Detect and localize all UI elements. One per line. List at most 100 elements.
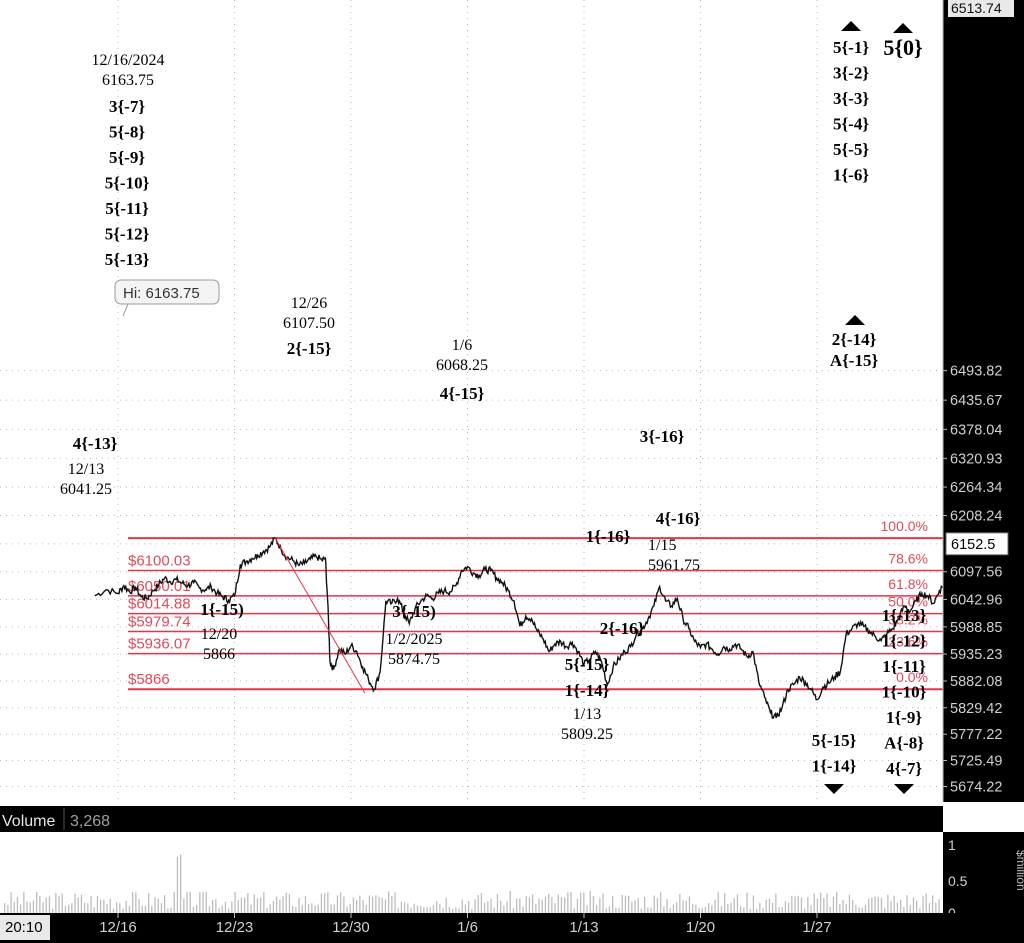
volume-bar [39,896,41,913]
volume-bar [800,897,803,913]
volume-bar [935,902,937,913]
volume-bar [711,905,713,913]
price-axis[interactable]: 6513.74 5674.22 5725.49 5777.22 5829.42 5882.… [942,0,1024,802]
volume-bar [637,898,639,913]
fib-price-label: $6014.88 [128,596,191,613]
volume-bar [189,891,191,913]
volume-bar [621,894,623,913]
wave-label: 3{-2} [833,64,869,83]
trend-line[interactable] [274,537,366,694]
date-price-label: 6107.50 [283,315,335,332]
volume-bar [445,897,447,913]
fib-price-label: $6100.03 [128,552,191,569]
volume-bar [932,895,934,913]
volume-bar [864,904,867,913]
volume-bar [839,904,841,913]
grid-lines [0,0,943,800]
volume-bar [80,894,83,913]
volume-bar [423,907,425,913]
price-series-line [94,537,1024,719]
volume-bar [151,905,153,913]
volume-bar [532,894,534,913]
volume-bar [311,903,313,913]
date-price-label: 5866 [203,646,235,663]
volume-bar [455,907,457,913]
volume-bar [308,904,310,913]
volume-bar [880,897,883,913]
volume-bar [429,907,431,913]
volume-bar [474,899,476,913]
volume-bar [416,905,419,913]
volume-bar [295,907,297,913]
volume-bar [928,902,931,913]
volume-bar [359,895,361,913]
volume-bar [279,899,281,913]
volume-bar [580,892,582,913]
volume-bar [266,907,268,913]
volume-bar [263,891,265,913]
volume-label: Volume [2,813,55,830]
volume-bar [836,891,838,913]
volume-bar [183,898,185,913]
up-triangle-icon [841,21,861,31]
volume-bar [84,902,86,913]
fib-price-label: $5866 [128,671,170,688]
volume-header-bar [0,806,943,832]
volume-bar [740,906,742,913]
volume-bar [276,896,278,913]
volume-bar [884,907,886,913]
date-label: 1/15 [648,537,676,554]
volume-bar [484,902,486,913]
volume-bar [250,904,252,913]
volume-bar [813,893,815,913]
volume-bar [858,907,860,913]
price-tick-label: 5674.22 [950,780,1002,796]
wave-label: 5{-9} [109,148,145,167]
volume-bar [141,905,143,913]
volume-bar [349,903,351,913]
volume-bar [688,896,691,913]
volume-bar [612,895,614,913]
volume-bar [42,902,44,913]
volume-bar [199,892,201,913]
volume-bar [861,907,863,913]
volume-bar [602,893,604,913]
fibonacci-retracement[interactable]: 100.0% $6100.03 78.6% $6050.01 61.8% $6014.88… [128,518,943,691]
volume-bar [480,893,483,913]
volume-bar [256,898,259,913]
volume-bar [605,908,607,913]
wave-label: 2{-15} [287,339,332,358]
volume-bar [452,908,454,913]
volume-bar [848,894,851,913]
volume-bar [541,899,543,913]
volume-bar [477,895,479,913]
volume-bar [378,896,380,913]
price-tick-label: 6097.56 [950,565,1002,581]
time-label-box [0,915,50,940]
date-price-label: 5809.25 [561,726,613,743]
price-tick-label: 5988.85 [950,620,1002,636]
volume-bar [106,903,108,913]
volume-bar [660,892,662,913]
volume-bar [816,898,819,913]
volume-bar [922,896,924,913]
volume-bar [144,905,147,913]
volume-bar [676,902,678,913]
volume-bar [644,897,646,913]
volume-bar [327,892,329,913]
volume-bar [919,908,921,913]
volume-bar [810,905,812,913]
time-axis[interactable]: 20:10 12/16 12/23 12/30 1/6 1/13 1/20 1/27 [0,913,1024,943]
volume-bar [640,908,643,913]
volume-bar [132,892,134,913]
volume-bar [365,904,367,913]
volume-bar [772,902,774,913]
fib-pct-label: 100.0% [881,518,928,534]
date-price-label: 5961.75 [648,557,700,574]
time-axis-bg [0,913,1024,943]
volume-bar [119,903,121,913]
date-label: 1/13 [573,706,601,723]
top-price-box [948,0,1014,17]
volume-bar [551,897,553,913]
volume-bar [74,893,76,913]
